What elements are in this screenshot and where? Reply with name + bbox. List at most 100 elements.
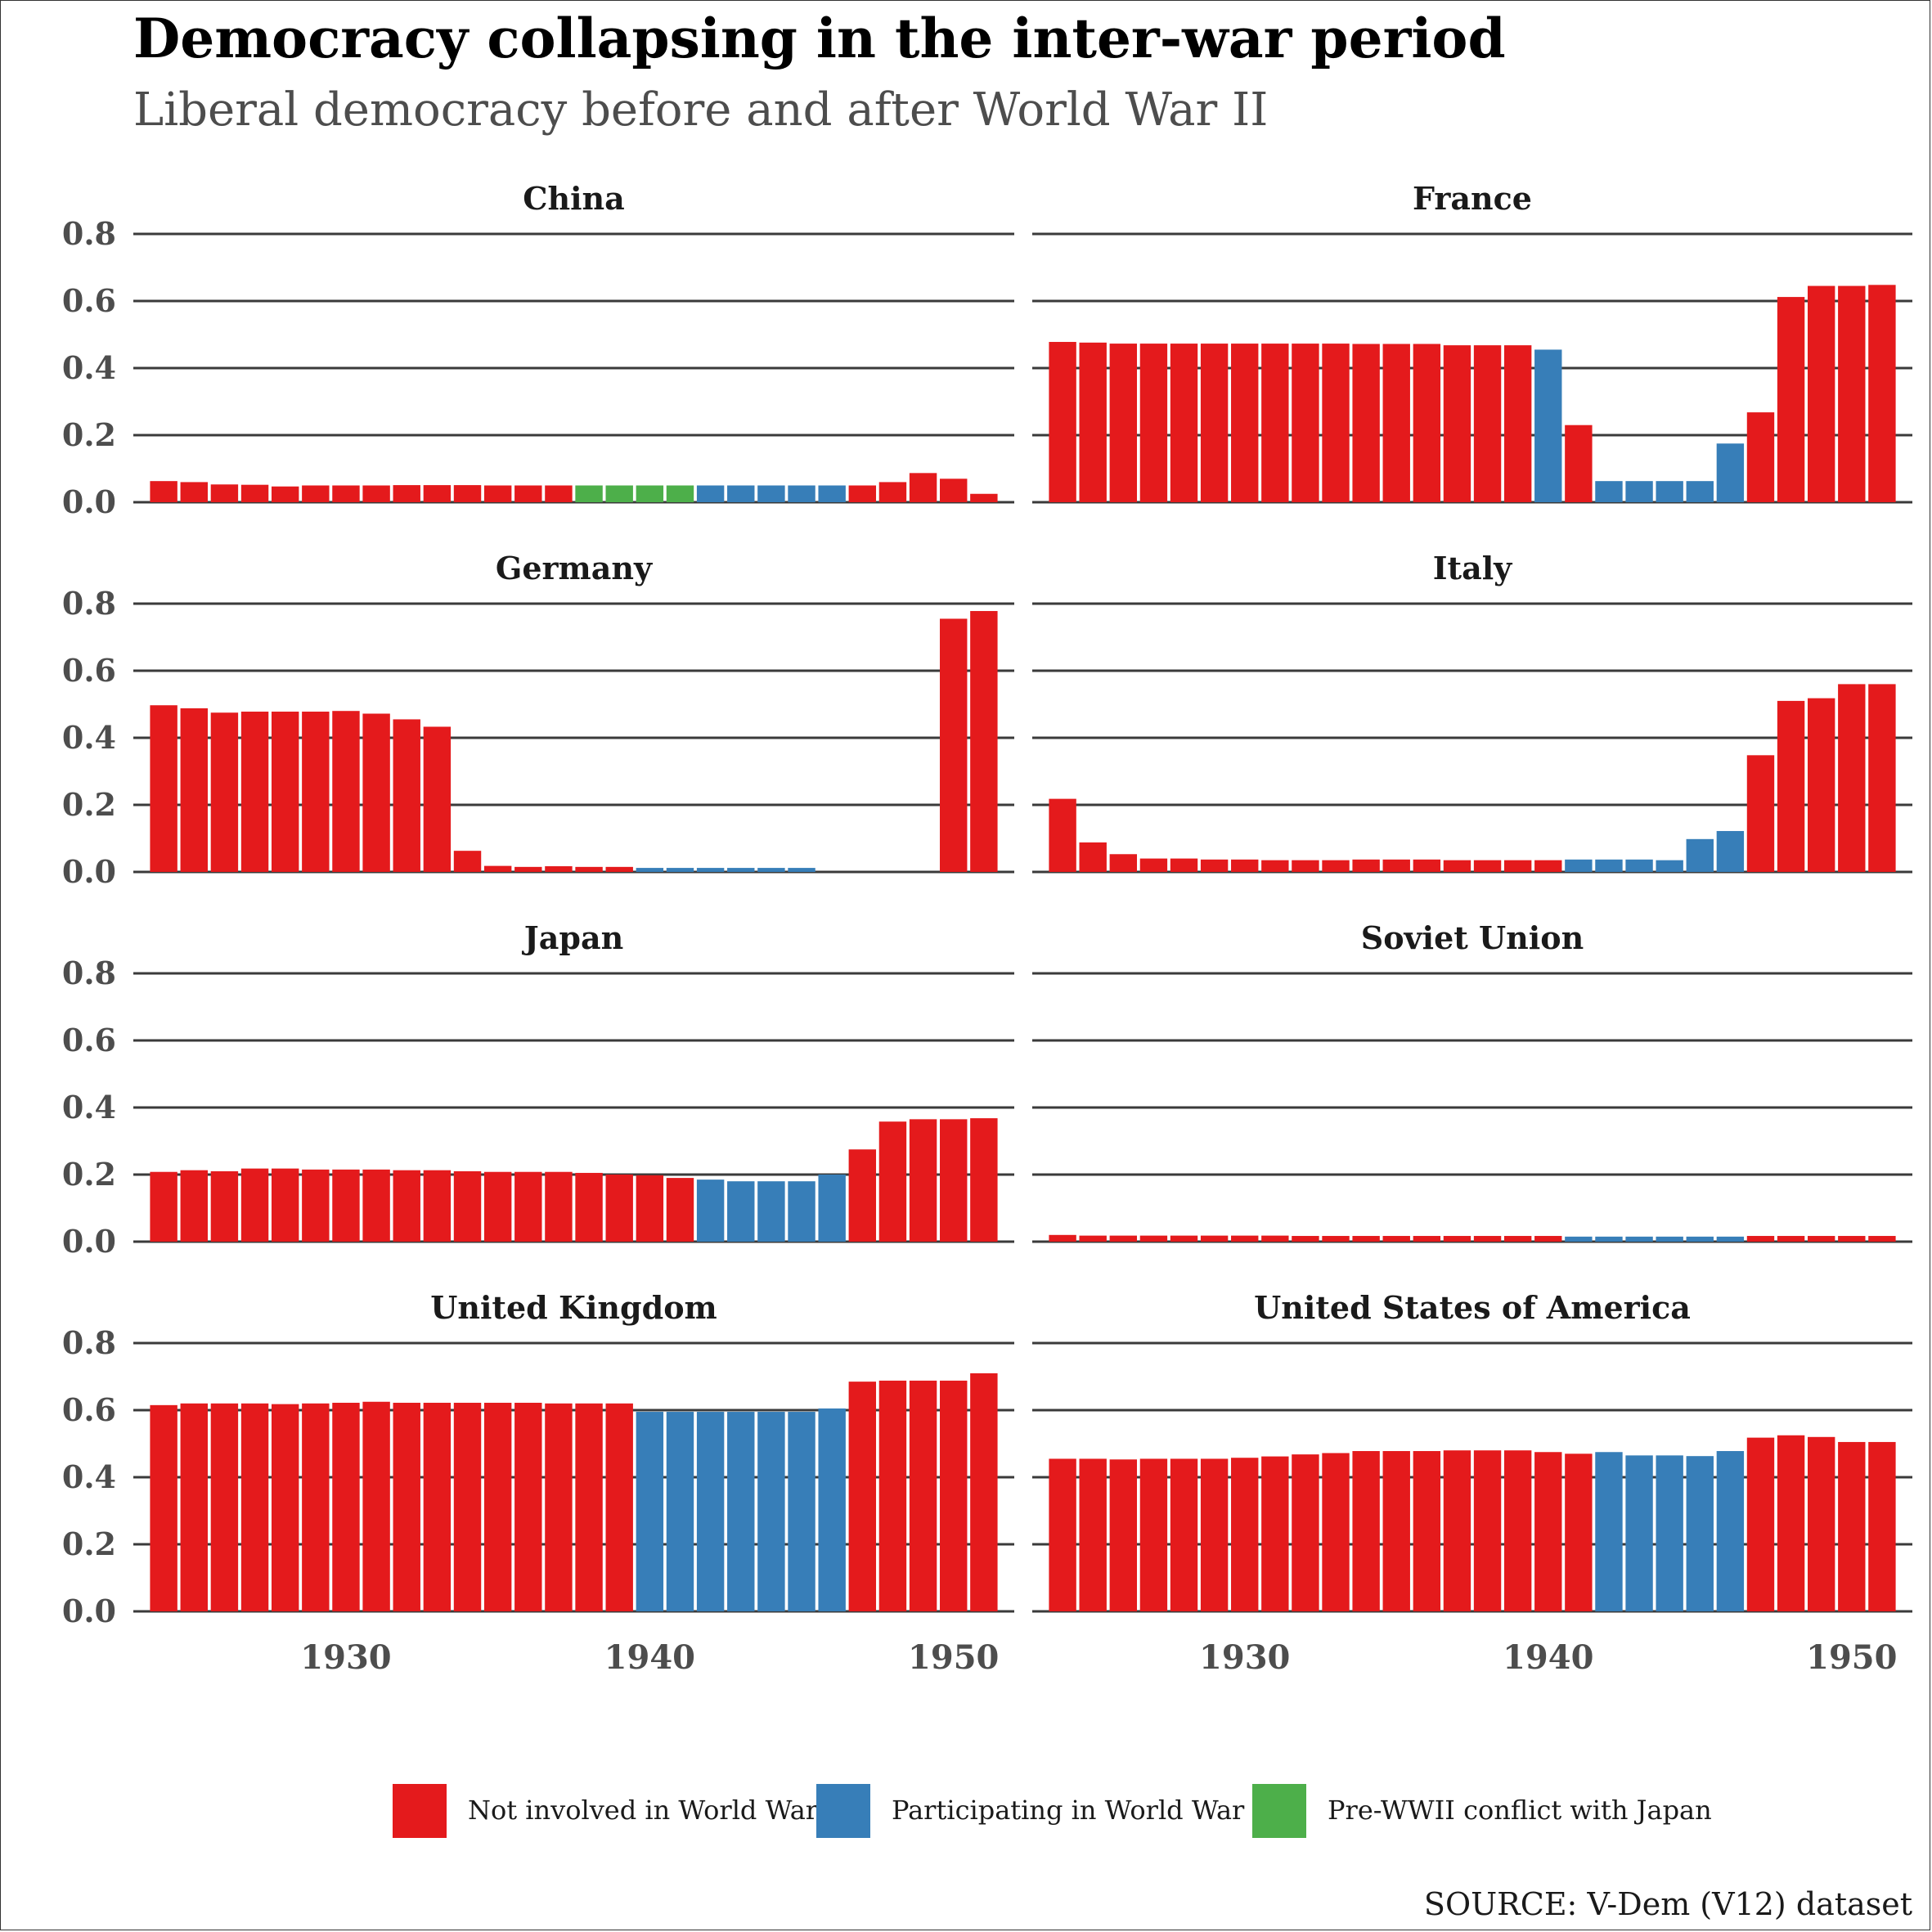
bar-france-1937	[1443, 345, 1471, 502]
y-tick-label: 0.4	[62, 1458, 116, 1495]
bar-china-1934	[453, 485, 482, 502]
bar-japan-1946	[818, 1175, 846, 1242]
bar-italy-1934	[1352, 859, 1380, 872]
bar-germany-1941	[666, 868, 694, 872]
bar-soviet-union-1949	[1807, 1236, 1835, 1242]
bar-soviet-union-1950	[1838, 1236, 1866, 1242]
bar-japan-1933	[423, 1170, 452, 1242]
bar-soviet-union-1933	[1322, 1236, 1350, 1242]
x-tick-label: 1940	[604, 1638, 695, 1677]
bar-soviet-union-1945	[1686, 1236, 1714, 1242]
bar-united-kingdom-1941	[666, 1412, 694, 1611]
bar-china-1941	[666, 485, 694, 502]
bar-united-kingdom-1927	[240, 1403, 269, 1611]
bar-france-1948	[1777, 297, 1805, 502]
bar-united-states-of-america-1928	[1170, 1458, 1198, 1611]
bar-china-1951	[970, 493, 998, 502]
bar-japan-1927	[240, 1168, 269, 1242]
bar-italy-1930	[1231, 859, 1259, 872]
bar-germany-1931	[362, 713, 390, 872]
bar-soviet-union-1940	[1534, 1236, 1562, 1242]
x-tick-label: 1930	[1199, 1638, 1290, 1677]
bar-france-1945	[1686, 481, 1714, 502]
bar-united-states-of-america-1949	[1807, 1436, 1835, 1611]
bar-germany-1938	[575, 866, 603, 872]
bar-germany-1940	[636, 868, 664, 872]
bar-germany-1930	[332, 711, 360, 872]
bar-china-1942	[696, 485, 725, 502]
bar-soviet-union-1925	[1079, 1235, 1107, 1242]
bar-japan-1924	[150, 1171, 177, 1242]
bar-japan-1951	[970, 1118, 998, 1242]
bar-united-kingdom-1935	[483, 1402, 512, 1611]
bar-china-1950	[940, 479, 968, 502]
bar-france-1933	[1322, 344, 1350, 502]
bar-germany-1924	[150, 705, 177, 872]
bar-soviet-union-1937	[1443, 1236, 1471, 1242]
y-tick-label: 0.6	[62, 1391, 116, 1428]
source-note: SOURCE: V-Dem (V12) dataset	[1423, 1886, 1912, 1922]
bar-soviet-union-1939	[1503, 1236, 1532, 1242]
bar-united-states-of-america-1950	[1838, 1441, 1866, 1611]
bar-germany-1945	[788, 868, 815, 872]
bar-soviet-union-1947	[1746, 1236, 1775, 1242]
bar-italy-1937	[1443, 860, 1471, 872]
bar-china-1945	[788, 485, 815, 502]
bar-united-kingdom-1936	[514, 1402, 542, 1611]
bar-united-kingdom-1931	[362, 1401, 390, 1611]
bar-china-1928	[271, 486, 299, 502]
bar-germany-1950	[940, 618, 968, 872]
bar-united-kingdom-1947	[848, 1382, 877, 1611]
bar-italy-1927	[1139, 858, 1168, 872]
bar-china-1940	[636, 485, 664, 502]
bar-germany-1937	[545, 866, 573, 872]
bar-soviet-union-1942	[1595, 1236, 1623, 1242]
panel-title-united-kingdom: United Kingdom	[430, 1289, 717, 1326]
bar-united-states-of-america-1931	[1261, 1456, 1289, 1611]
faceted-bar-chart: China 0.0 0.2 0.4 0.6 0.8 France Germany 0.0 0.2 0…	[62, 180, 1912, 1677]
bar-soviet-union-1924	[1049, 1234, 1076, 1242]
y-tick-label: 0.6	[62, 1022, 116, 1058]
bar-france-1944	[1656, 481, 1683, 502]
bar-united-states-of-america-1935	[1382, 1451, 1410, 1611]
bar-japan-1931	[362, 1169, 390, 1242]
bar-united-kingdom-1929	[302, 1403, 330, 1611]
bar-france-1925	[1079, 342, 1107, 502]
bar-japan-1936	[514, 1171, 542, 1242]
bar-italy-1932	[1292, 860, 1319, 872]
bar-china-1944	[757, 485, 785, 502]
bar-united-states-of-america-1929	[1200, 1458, 1229, 1611]
y-tick-label: 0.8	[62, 585, 116, 622]
bar-united-kingdom-1928	[271, 1404, 299, 1611]
bar-united-kingdom-1938	[575, 1403, 603, 1611]
bar-japan-1943	[727, 1181, 755, 1242]
bar-china-1924	[150, 481, 177, 502]
bar-united-kingdom-1934	[453, 1402, 482, 1611]
bar-united-states-of-america-1948	[1777, 1435, 1805, 1611]
bar-soviet-union-1929	[1200, 1235, 1229, 1242]
y-tick-label: 0.8	[62, 215, 116, 252]
y-tick-label: 0.8	[62, 955, 116, 991]
bar-germany-1935	[483, 865, 512, 872]
bar-japan-1930	[332, 1169, 360, 1242]
bar-france-1941	[1565, 425, 1593, 502]
bar-china-1929	[302, 485, 330, 502]
bar-germany-1933	[423, 726, 452, 872]
bar-united-kingdom-1951	[970, 1373, 998, 1611]
bar-united-states-of-america-1925	[1079, 1458, 1107, 1611]
bar-united-states-of-america-1942	[1595, 1452, 1623, 1611]
y-tick-label: 0.4	[62, 349, 116, 386]
bar-germany-1929	[302, 712, 330, 872]
legend-swatch-wwii	[816, 1784, 870, 1838]
bar-italy-1942	[1595, 859, 1623, 872]
bar-italy-1935	[1382, 859, 1410, 872]
bar-italy-1928	[1170, 858, 1198, 872]
bar-france-1938	[1473, 345, 1502, 502]
bar-france-1949	[1807, 285, 1835, 502]
bar-united-kingdom-1949	[909, 1380, 937, 1611]
bar-united-kingdom-1937	[545, 1403, 573, 1611]
panel-title-italy: Italy	[1433, 550, 1512, 586]
bar-united-kingdom-1945	[788, 1412, 815, 1611]
bar-france-1927	[1139, 344, 1168, 502]
